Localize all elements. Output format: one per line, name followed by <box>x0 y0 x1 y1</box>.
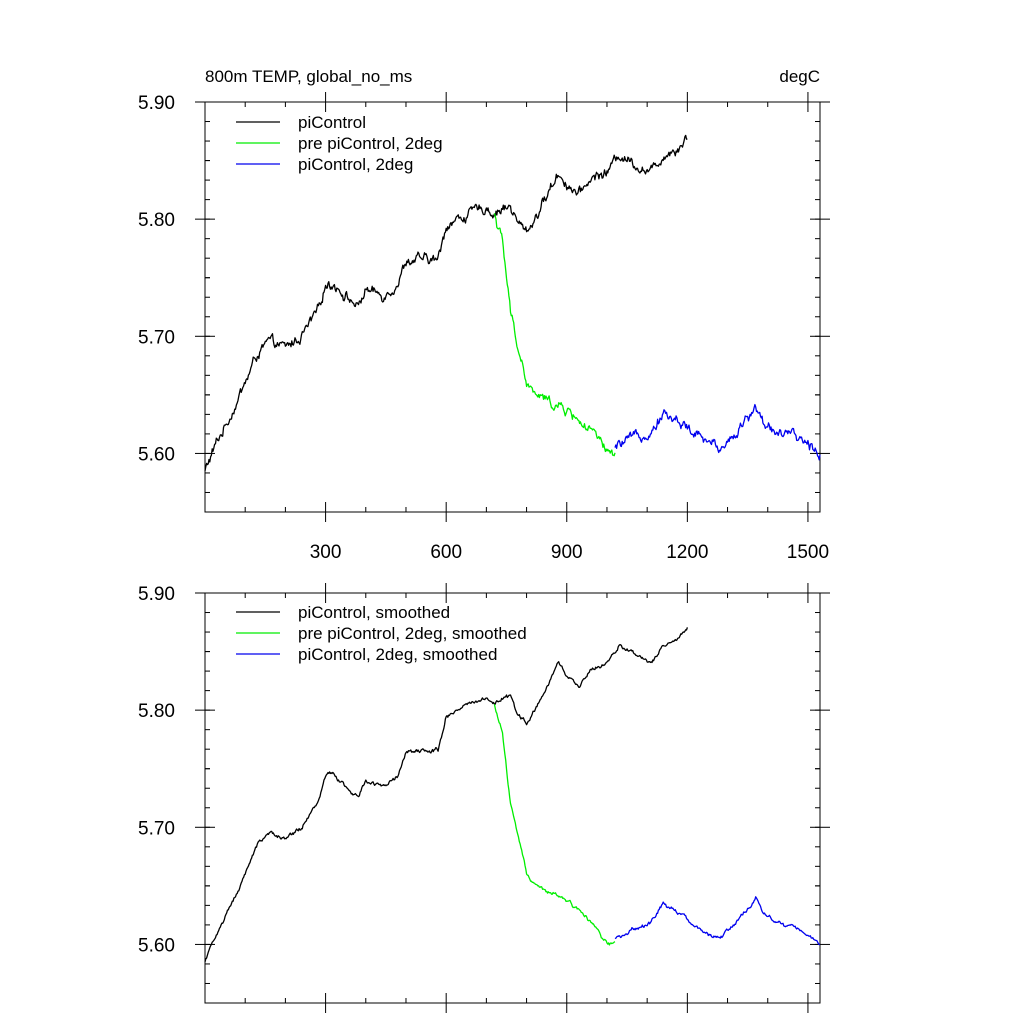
y-tick-label: 5.60 <box>138 444 175 465</box>
series-line-1 <box>204 627 689 963</box>
legend-label: piControl <box>298 113 366 132</box>
series-line-2 <box>493 704 616 946</box>
series-line-3 <box>614 896 821 946</box>
plot-frame <box>204 592 821 1004</box>
y-ticks <box>195 101 830 513</box>
y-tick-label: 5.90 <box>138 93 175 114</box>
legend-label: piControl, 2deg <box>298 155 413 174</box>
y-ticks <box>195 592 830 1004</box>
y-tick-label: 5.90 <box>138 584 175 605</box>
x-tick-label: 1500 <box>787 542 829 563</box>
legend-label: pre piControl, 2deg, smoothed <box>298 624 527 643</box>
y-tick-label: 5.70 <box>138 327 175 348</box>
x-ticks <box>244 92 809 522</box>
plot-frame <box>204 101 821 513</box>
legend-label: piControl, 2deg, smoothed <box>298 645 497 664</box>
y-tick-label: 5.80 <box>138 210 175 231</box>
series-line-1 <box>204 134 688 472</box>
top-panel: 300 600 900 1200 1500 5.60 5.70 5.80 5.90 piContr… <box>138 92 830 563</box>
series-line-2 <box>493 213 616 457</box>
x-tick-label: 300 <box>310 542 342 563</box>
legend-label: pre piControl, 2deg <box>298 134 443 153</box>
series-line-3 <box>614 403 821 461</box>
x-tick-label: 900 <box>551 542 583 563</box>
bottom-panel: 5.60 5.70 5.80 5.90 piControl, smoothed pre p… <box>138 583 830 1013</box>
y-tick-label: 5.80 <box>138 701 175 722</box>
chart-title-left: 800m TEMP, global_no_ms <box>205 67 412 86</box>
x-tick-label: 1200 <box>666 542 708 563</box>
chart-title-right: degC <box>779 67 820 86</box>
x-ticks <box>244 583 809 1013</box>
y-tick-label: 5.60 <box>138 935 175 956</box>
x-tick-label: 600 <box>430 542 462 563</box>
y-tick-label: 5.70 <box>138 818 175 839</box>
legend-label: piControl, smoothed <box>298 603 450 622</box>
legend: piControl, smoothed pre piControl, 2deg, … <box>236 603 527 664</box>
legend: piControl pre piControl, 2deg piControl, 2… <box>236 113 443 174</box>
